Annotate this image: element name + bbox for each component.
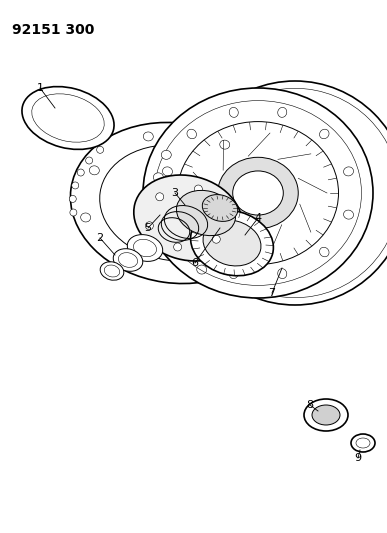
Circle shape [86, 157, 92, 164]
Text: 7: 7 [269, 288, 276, 298]
Text: 6: 6 [192, 258, 199, 268]
Ellipse shape [202, 195, 238, 221]
Ellipse shape [320, 247, 329, 257]
Ellipse shape [163, 167, 173, 176]
Ellipse shape [278, 108, 287, 117]
Ellipse shape [163, 210, 173, 219]
Ellipse shape [278, 269, 287, 279]
Ellipse shape [152, 196, 162, 205]
Ellipse shape [197, 265, 207, 274]
Ellipse shape [176, 190, 236, 236]
Ellipse shape [127, 235, 163, 261]
Circle shape [212, 235, 220, 243]
Circle shape [183, 81, 387, 305]
Text: 92151 300: 92151 300 [12, 23, 94, 37]
Ellipse shape [220, 140, 230, 149]
Ellipse shape [344, 167, 353, 176]
Ellipse shape [100, 262, 124, 280]
Ellipse shape [161, 150, 171, 159]
Ellipse shape [259, 184, 269, 193]
Ellipse shape [80, 213, 91, 222]
Ellipse shape [203, 220, 261, 266]
Text: 8: 8 [307, 400, 313, 410]
Circle shape [146, 222, 153, 230]
Ellipse shape [89, 166, 99, 175]
Ellipse shape [134, 239, 156, 257]
Ellipse shape [304, 399, 348, 431]
Text: 1: 1 [36, 83, 43, 93]
Ellipse shape [187, 247, 197, 257]
Ellipse shape [351, 434, 375, 452]
Ellipse shape [143, 132, 153, 141]
Ellipse shape [356, 438, 370, 448]
Circle shape [77, 169, 84, 176]
Text: 4: 4 [254, 213, 262, 223]
Ellipse shape [134, 175, 242, 261]
Ellipse shape [113, 249, 143, 271]
Ellipse shape [312, 405, 340, 425]
Ellipse shape [233, 171, 283, 215]
Ellipse shape [218, 157, 298, 229]
Ellipse shape [104, 265, 120, 277]
Ellipse shape [32, 94, 104, 142]
Text: 5: 5 [144, 223, 151, 233]
Circle shape [156, 193, 164, 201]
Ellipse shape [70, 123, 279, 284]
Ellipse shape [22, 86, 114, 149]
Circle shape [194, 185, 202, 193]
Circle shape [69, 196, 76, 203]
Ellipse shape [118, 253, 138, 268]
Ellipse shape [229, 269, 238, 279]
Ellipse shape [320, 129, 329, 139]
Ellipse shape [251, 231, 261, 240]
Circle shape [70, 209, 77, 216]
Ellipse shape [190, 210, 273, 276]
Text: 2: 2 [96, 233, 104, 243]
Ellipse shape [344, 210, 353, 219]
Ellipse shape [229, 108, 238, 117]
Text: 9: 9 [354, 453, 361, 463]
Circle shape [72, 182, 79, 189]
Ellipse shape [100, 145, 250, 261]
Circle shape [97, 146, 104, 154]
Ellipse shape [143, 88, 373, 298]
Circle shape [174, 243, 182, 251]
Ellipse shape [120, 257, 130, 266]
Text: 3: 3 [171, 188, 178, 198]
Circle shape [223, 206, 231, 214]
Ellipse shape [153, 173, 163, 182]
Ellipse shape [187, 129, 197, 139]
